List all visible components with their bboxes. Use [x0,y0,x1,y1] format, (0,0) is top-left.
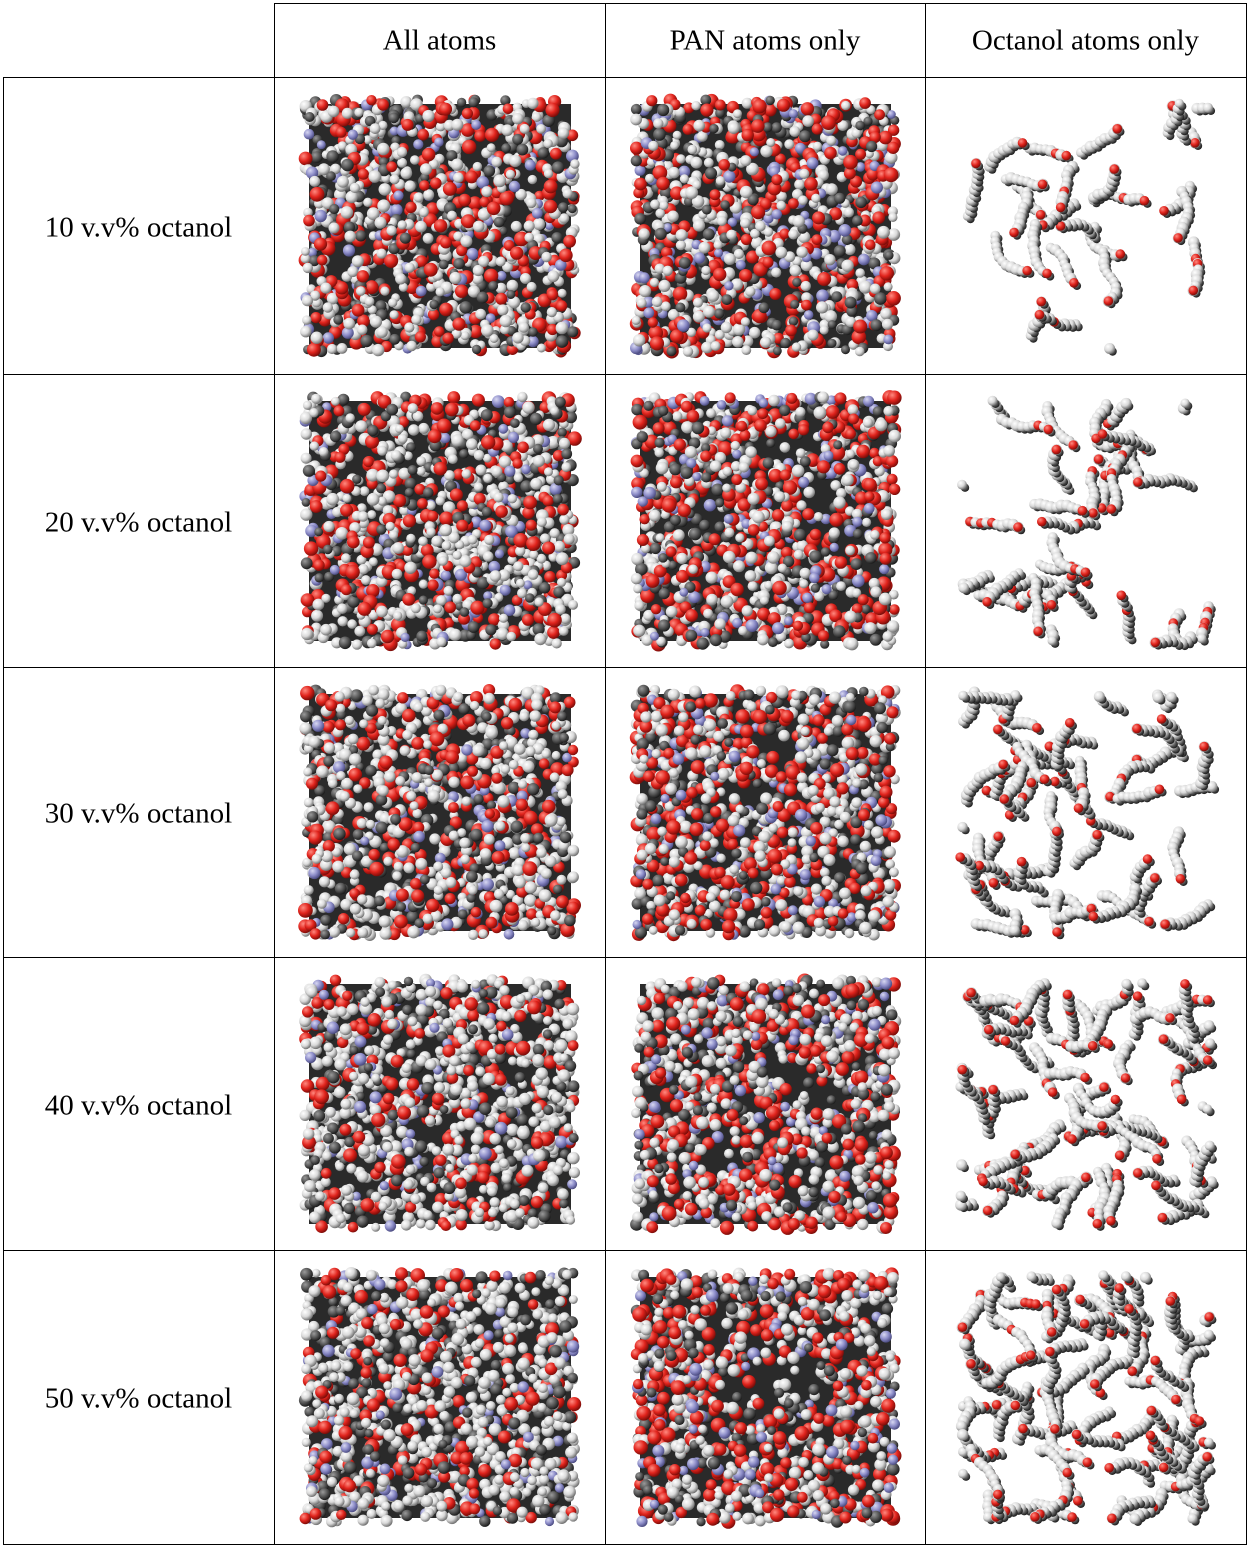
column-divider [925,3,926,1545]
row-label: 50 v.v% octanol [44,1382,233,1415]
pan-atoms-snapshot [626,88,905,364]
all-atoms-snapshot [295,968,585,1240]
pan-atoms-snapshot [626,968,905,1240]
pan-atoms-snapshot [626,678,905,947]
row-divider [3,77,1247,78]
row-label: 20 v.v% octanol [44,506,233,538]
row-label: 10 v.v% octanol [44,211,233,243]
octanol-atoms-snapshot [946,678,1226,947]
all-atoms-snapshot [295,678,585,947]
all-atoms-snapshot [295,385,585,657]
row-divider [3,374,1247,375]
column-header-all-atoms: All atoms [382,24,497,57]
octanol-atoms-snapshot [946,88,1226,364]
all-atoms-snapshot [295,1261,585,1534]
octanol-atoms-snapshot [946,968,1226,1240]
column-header-pan-atoms-only: PAN atoms only [669,24,861,57]
octanol-atoms-snapshot [946,385,1226,657]
table-top-border [274,3,1247,4]
pan-atoms-snapshot [626,385,905,657]
row-divider [3,957,1247,958]
octanol-atoms-snapshot [946,1261,1226,1534]
row-label: 30 v.v% octanol [44,797,233,830]
all-atoms-snapshot [295,88,585,364]
pan-atoms-snapshot [626,1261,905,1534]
table-left-border [3,77,4,1545]
row-label: 40 v.v% octanol [44,1089,233,1121]
row-divider [3,667,1247,668]
column-divider [1246,3,1247,1545]
column-divider [274,3,275,1545]
column-header-octanol-atoms-only: Octanol atoms only [971,24,1200,57]
row-divider [3,1250,1247,1251]
column-divider [605,3,606,1545]
row-divider [3,1544,1247,1545]
